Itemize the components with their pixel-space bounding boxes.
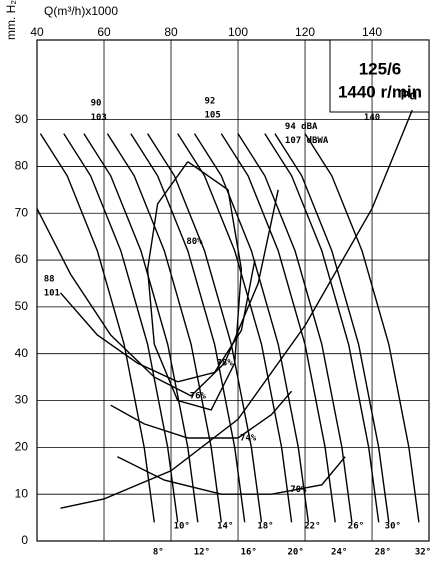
x-tick-label: 140 [362,25,382,39]
annotation: 103 [91,113,107,123]
curve [60,109,413,509]
y-tick-label: 40 [15,346,29,360]
annotation: 107 dBWA [285,136,329,146]
curve-label: 16° [241,548,257,558]
curve-label: 30° [385,522,401,532]
y-tick-label: 20 [15,440,29,454]
curve-label: 24° [331,548,347,558]
x-tick-label: 100 [228,25,248,39]
y-tick-label: 50 [15,299,29,313]
x-tick-label: 40 [30,25,44,39]
curve-label: 80% [186,237,203,247]
curve [117,456,346,495]
y-tick-label: 30 [15,393,29,407]
curve [177,133,293,523]
curve-label: 28° [375,548,391,558]
curve [147,133,263,523]
curve-label: Pd [401,88,418,103]
chart-title: 125/6 [359,59,402,78]
y-tick-label: 10 [15,486,29,500]
curve [193,133,310,523]
curve-label: 76% [190,391,207,401]
curve-label: 18° [257,522,273,532]
annotation: 94 dBA [285,122,318,132]
annotation: 88 [44,274,55,284]
curve [264,133,380,523]
y-tick-label: 90 [15,112,29,126]
annotation: 105 [205,110,221,120]
x-tick-label: 120 [295,25,315,39]
curve [59,259,256,383]
curve [304,133,420,523]
curve-label: 26° [348,522,364,532]
y-tick-label: 70 [15,205,29,219]
annotation: 90 [91,99,102,109]
y-tick-label: 0 [21,533,28,547]
curve-label: 8° [153,548,164,558]
curve [237,133,353,523]
x-tick-label: 60 [97,25,111,39]
curve [130,133,246,523]
curve [274,133,390,523]
x-axis-label: Q(m³/h)x1000 [44,4,118,18]
curve-label: 74% [240,433,257,443]
y-tick-label: 60 [15,252,29,266]
curve-label: 10° [174,522,190,532]
annotation: 101 [44,288,60,298]
curve [106,133,222,523]
y-axis-label: mm. H₂O [4,0,18,40]
curve [39,133,155,523]
curve [146,161,243,411]
curve-label: 12° [194,548,210,558]
x-tick-label: 80 [164,25,178,39]
curve-label: 14° [217,522,233,532]
curve-label: 20° [287,548,303,558]
curve [63,133,179,523]
title-box [329,39,430,113]
y-tick-label: 80 [15,159,29,173]
annotation: 92 [205,96,216,106]
curve-label: 32° [415,548,431,558]
curve [220,133,336,523]
curve-label: 70% [290,485,307,495]
annotation: 140 [364,113,380,123]
curve-label: 22° [304,522,320,532]
curve [36,189,279,397]
curve [83,133,199,523]
chart-subtitle: 1440 r/min [338,82,422,101]
